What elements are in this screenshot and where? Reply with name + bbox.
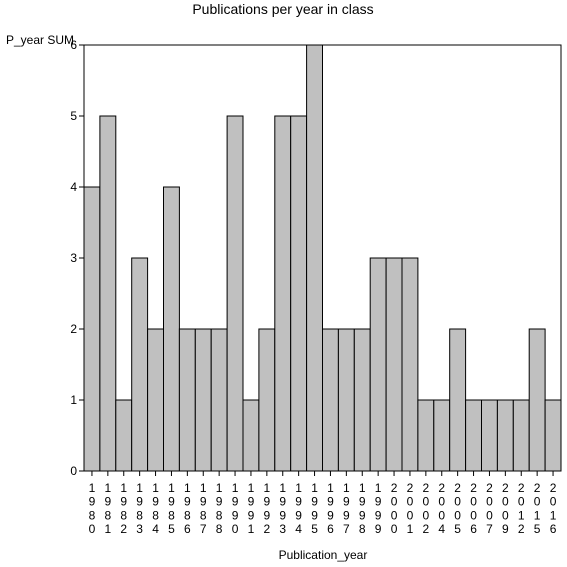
y-tick-label: 6 [70, 38, 77, 52]
y-tick-label: 2 [70, 322, 77, 336]
bar-1998 [353, 328, 371, 472]
bar-1990 [226, 115, 244, 472]
y-tick-label: 4 [70, 180, 77, 194]
chart-title: Publications per year in class [192, 1, 373, 17]
bar-2005 [449, 328, 467, 472]
bar-2007 [481, 399, 498, 472]
bar-1997 [337, 328, 355, 472]
bar-1983 [131, 257, 149, 472]
bar-2009 [496, 399, 514, 472]
bar-1987 [194, 328, 212, 472]
bar-2001 [401, 257, 419, 472]
y-tick-label: 3 [70, 251, 77, 265]
bar-1999 [369, 257, 387, 472]
bar-1980 [83, 186, 101, 472]
bar-1995 [306, 44, 324, 472]
x-axis-label: Publication_year [279, 548, 368, 562]
x-axis: 1 9 8 0 1 9 8 1 1 9 8 2 1 9 8 3 1 9 8 4 1 9 8 5 1 9 8 6 1 9 8 7 1 9 8 8 1 9 9 0… [89, 471, 557, 536]
bar-1981 [99, 115, 117, 472]
bar-2000 [385, 257, 403, 472]
bar-2016 [544, 399, 562, 472]
bar-2012 [512, 399, 530, 472]
bar-2015 [528, 328, 546, 472]
y-tick-label: 1 [70, 393, 77, 407]
bar-1985 [163, 186, 180, 472]
bar-1996 [322, 328, 339, 472]
bar-1982 [115, 399, 133, 472]
bar-2004 [433, 399, 451, 472]
bar-2006 [465, 399, 483, 472]
bar-2002 [417, 399, 435, 472]
y-tick-label: 0 [70, 464, 77, 478]
y-tick-label: 5 [70, 109, 77, 123]
bar-1986 [178, 328, 196, 472]
y-axis-label: P_year SUM [6, 33, 74, 47]
bar-1992 [258, 328, 276, 472]
bars-group [83, 44, 562, 472]
bar-1994 [290, 115, 308, 472]
bar-1984 [147, 328, 165, 472]
y-axis: 0 1 2 3 4 5 6 [70, 38, 84, 478]
bar-1991 [242, 399, 260, 472]
bar-1988 [210, 328, 228, 472]
bar-1993 [274, 115, 292, 472]
